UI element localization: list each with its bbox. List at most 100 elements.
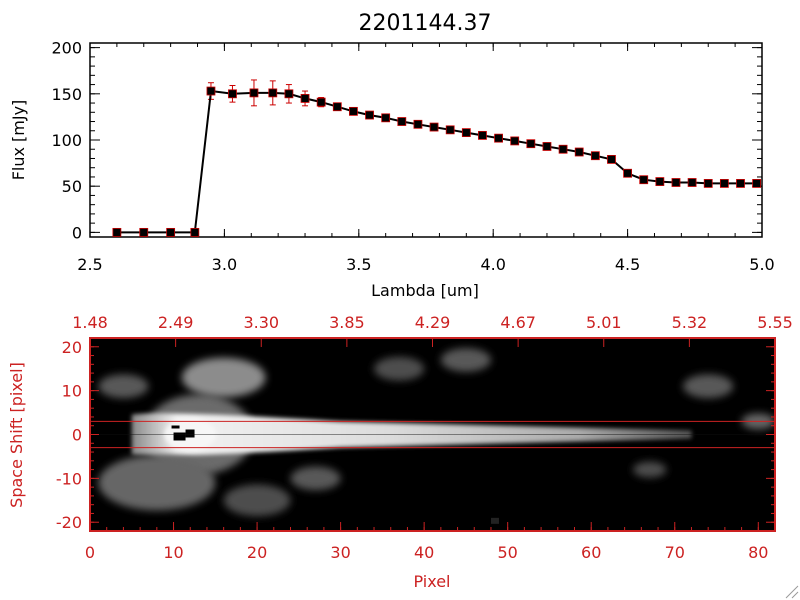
image-top-tick-label: 4.67 [500,313,536,332]
spectrum-data-point [190,227,200,237]
spectrum-xtick-label: 5.0 [749,255,774,274]
image-ytick-label: 0 [72,426,82,445]
spectrum-ytick-label: 0 [72,223,82,242]
noise-pixel [490,517,499,524]
image-ytick-label: -10 [56,469,82,488]
spectrum-xtick-label: 4.5 [615,255,640,274]
spectrum-xtick-label: 3.0 [212,255,237,274]
image-xtick-label: 80 [748,543,768,562]
spectrum-data-point [139,227,149,237]
spectrum-data-point [461,128,471,138]
spectrum-ytick-label: 100 [51,131,82,150]
background-source-blob [98,455,216,511]
background-source-blob [98,374,149,399]
image-top-tick-label: 3.30 [243,313,279,332]
image-top-tick-label: 5.01 [586,313,622,332]
spectrum-data-point [590,151,600,161]
image-xtick-label: 70 [665,543,685,562]
image-xtick-label: 20 [247,543,267,562]
spectrum-ytick-label: 200 [51,39,82,58]
spectrum-title: 2201144.37 [359,11,492,36]
spectrum-data-point [494,133,503,143]
spectrum-data-point [112,227,122,237]
image-top-tick-label: 2.49 [158,313,194,332]
extraction-window [90,420,775,449]
image-xtick-label: 40 [414,543,434,562]
image-axes: 0 10 20 30 40 50 60 70 80 1.48 2.49 3.30 3.85 4.29 4.6… [56,313,793,562]
image-xtick-label: 60 [581,543,601,562]
spectrum-data-point [206,86,216,96]
spectrum-plot-frame [89,42,763,238]
spectrum-data-point [413,119,423,129]
spectrum-data-point [639,175,649,185]
spectrum-data-point [300,94,310,103]
spectrum-xtick-label: 2.5 [77,255,102,274]
spectrum-data-point [623,168,632,178]
image-panel: 0 10 20 30 40 50 60 70 80 1.48 2.49 3.30 3.85 4.29 4.6… [7,313,793,591]
spectrum-ytick-label: 50 [62,177,82,196]
spectrum-markers [112,86,762,237]
spectrum-data-point [752,179,762,188]
background-source-blob [440,348,491,372]
spectrum-data-point [558,144,568,154]
spectrum-data-point [671,178,681,187]
image-xtick-label: 50 [498,543,518,562]
spectrum-data-point [703,179,713,188]
spectrum-data-point [574,147,584,157]
spectrum-data-point [316,97,326,107]
image-top-tick-label: 4.29 [415,313,451,332]
spectrum-data-point [284,89,294,99]
spectrum-data-point [429,122,439,132]
spectrum-data-point [542,142,552,151]
image-top-tick-label: 1.48 [72,313,108,332]
image-ytick-label: -20 [56,513,82,532]
saturated-pixels [173,432,186,441]
spectrum-image-features [98,348,775,524]
spectrum-data-point [526,139,536,149]
resize-grip-icon[interactable] [785,585,799,599]
image-ytick-label: 10 [62,382,82,401]
spectrum-data-point [510,136,520,146]
spectrum-xtick-label: 4.0 [480,255,505,274]
spectrum-data-point [349,106,358,116]
spectrum-ylabel: Flux [mJy] [9,100,28,181]
image-ylabel: Space Shift [pixel] [7,362,26,508]
spectrum-data-point [249,88,259,98]
spectrum-data-point [397,117,407,126]
image-xlabel: Pixel [413,572,450,591]
background-source-blob [223,484,291,517]
image-ytick-label: 20 [62,338,82,357]
spectrum-data-point [655,177,665,186]
spectrum-data-point [478,130,487,140]
spectrum-data-point [381,113,391,123]
background-source-blob [683,374,734,399]
spectrum-data-point [332,102,342,112]
spectrum-data-point [228,89,237,99]
spectrum-axes: 2.5 3.0 3.5 4.0 4.5 5.0 0 50 100 150 200 [51,39,774,274]
image-xtick-label: 30 [330,543,350,562]
image-xtick-label: 0 [85,543,95,562]
background-source-blob [290,466,341,491]
spectrum-data-point [736,179,745,188]
saturated-pixels [185,429,195,438]
image-top-tick-label: 5.32 [672,313,708,332]
image-xtick-label: 10 [163,543,183,562]
spectrum-data-point [445,125,455,135]
spectrum-data-point [365,110,374,120]
spectrum-data-point [719,179,729,188]
saturated-pixels [171,425,180,429]
background-source-blob [632,461,667,478]
image-top-tick-label: 3.85 [329,313,365,332]
background-source-blob [374,356,425,381]
background-source-blob [181,357,266,398]
spectrum-data-point [166,227,176,237]
spectrum-series-line [116,89,757,234]
spectrum-ytick-label: 150 [51,85,82,104]
spectrum-xlabel: Lambda [um] [371,281,479,300]
spectrum-panel: 2201144.37 2.5 3.0 3.5 4.0 4.5 5.0 0 50 100 150 20… [9,11,775,300]
spectrum-data-point [268,88,278,98]
spectrum-xtick-label: 3.5 [346,255,371,274]
spectrum-data-point [687,178,697,187]
spectrum-data-point [607,154,616,164]
